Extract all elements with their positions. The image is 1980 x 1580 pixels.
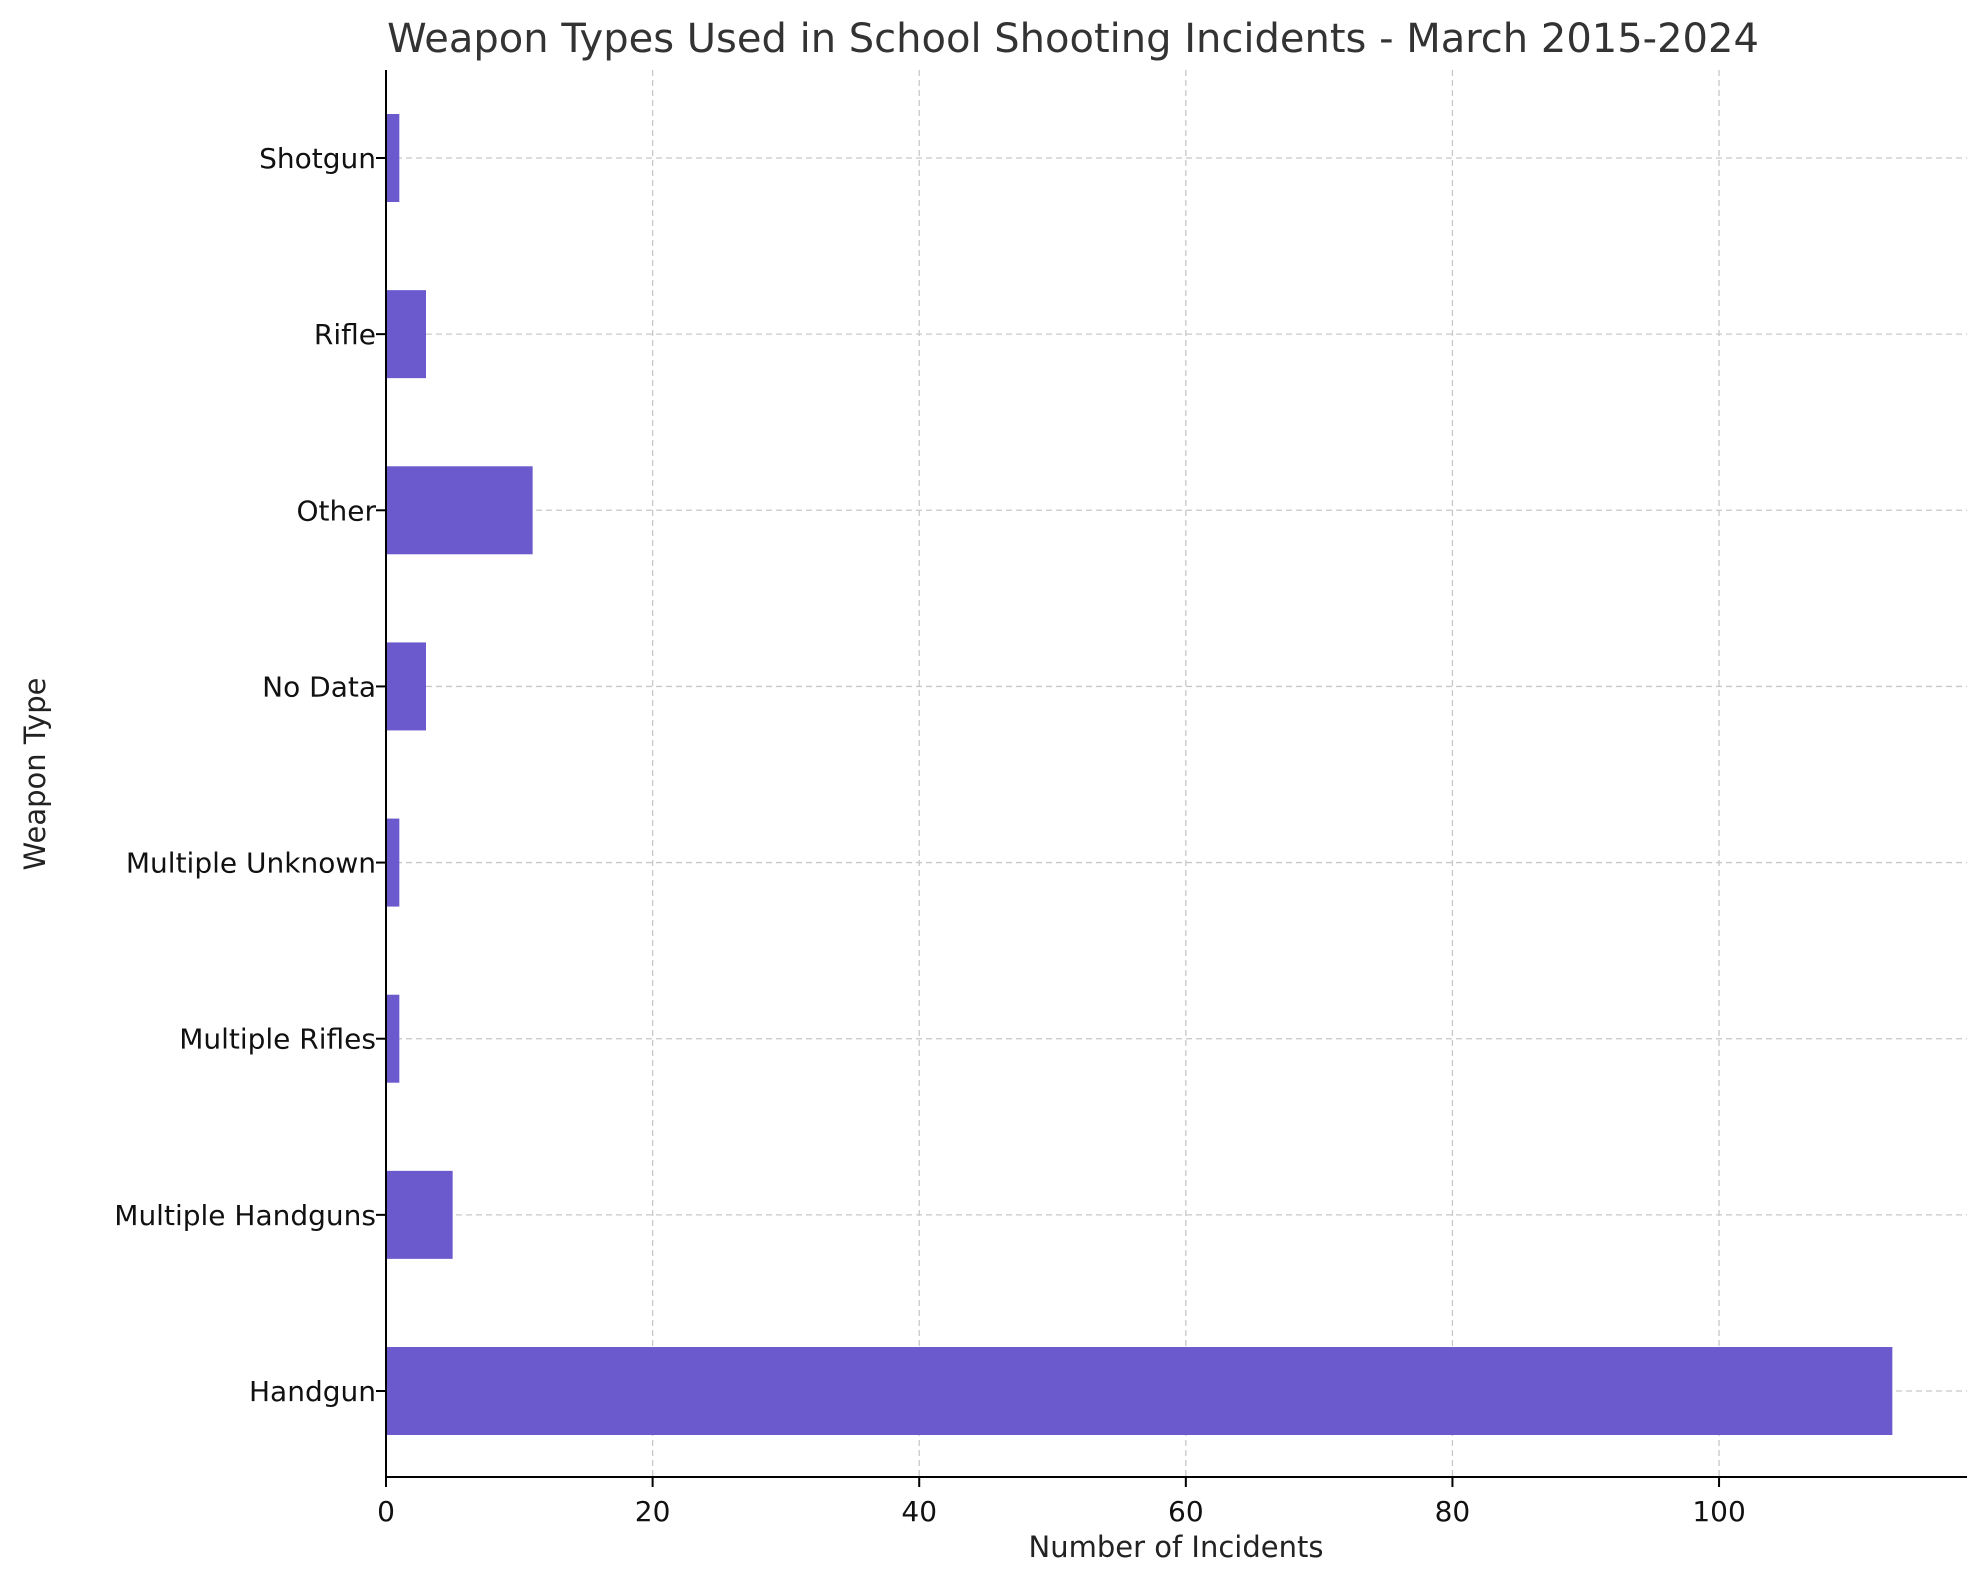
bar bbox=[386, 466, 533, 555]
bar bbox=[386, 642, 426, 731]
y-ticks: Handgun Multiple Handguns Multiple Rifles M… bbox=[114, 142, 386, 1408]
y-tick-label: Handgun bbox=[249, 1375, 376, 1408]
x-axis-label: Number of Incidents bbox=[1029, 1530, 1324, 1564]
x-ticks: 0 20 40 60 80 100 bbox=[377, 1477, 1746, 1528]
bar bbox=[386, 994, 400, 1083]
chart-title: Weapon Types Used in School Shooting Inc… bbox=[387, 16, 1759, 62]
bars bbox=[386, 114, 1893, 1435]
x-tick-label: 40 bbox=[901, 1495, 937, 1528]
x-tick-label: 20 bbox=[635, 1495, 671, 1528]
y-tick-label: Other bbox=[296, 494, 376, 527]
y-tick-label: Rifle bbox=[314, 318, 376, 351]
x-tick-label: 60 bbox=[1168, 1495, 1204, 1528]
bar bbox=[386, 1347, 1893, 1435]
x-tick-label: 0 bbox=[377, 1495, 395, 1528]
bar bbox=[386, 114, 400, 202]
y-tick-label: Multiple Unknown bbox=[126, 847, 376, 880]
x-tick-label: 80 bbox=[1435, 1495, 1471, 1528]
bar bbox=[386, 290, 426, 379]
y-tick-label: No Data bbox=[262, 670, 376, 703]
y-tick-label: Multiple Handguns bbox=[114, 1199, 376, 1232]
y-axis-label: Weapon Type bbox=[18, 678, 52, 871]
bar bbox=[386, 1170, 453, 1259]
x-tick-label: 100 bbox=[1692, 1495, 1745, 1528]
axes bbox=[385, 70, 1967, 1478]
grid-lines bbox=[385, 70, 1967, 1477]
bar bbox=[386, 818, 400, 907]
y-tick-label: Shotgun bbox=[259, 142, 376, 175]
y-tick-label: Multiple Rifles bbox=[179, 1023, 376, 1056]
